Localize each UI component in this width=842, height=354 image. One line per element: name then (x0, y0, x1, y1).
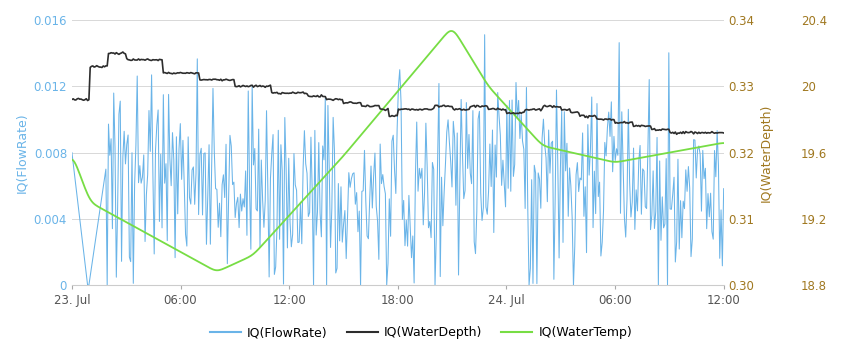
Legend: IQ(FlowRate), IQ(WaterDepth), IQ(WaterTemp): IQ(FlowRate), IQ(WaterDepth), IQ(WaterTe… (205, 321, 637, 344)
Y-axis label: IQ(WaterDepth): IQ(WaterDepth) (760, 103, 773, 202)
Y-axis label: IQ(FlowRate): IQ(FlowRate) (15, 112, 28, 193)
